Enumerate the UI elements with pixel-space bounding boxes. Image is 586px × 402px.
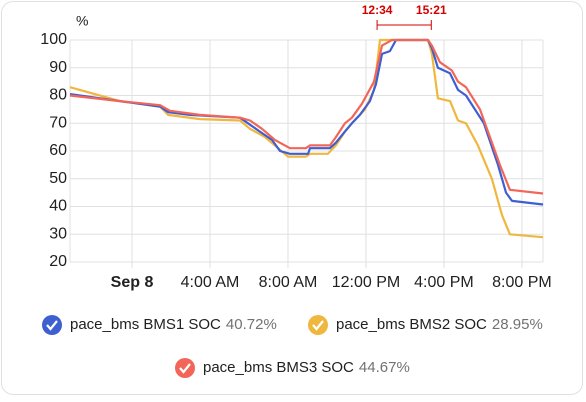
annotation-label: 12:34 — [362, 3, 393, 17]
series-line — [69, 38, 544, 206]
y-tick-label: 70 — [49, 114, 67, 131]
legend-label: pace_bms BMS3 SOC 44.67% — [203, 359, 410, 376]
legend-label: pace_bms BMS2 SOC 28.95% — [336, 316, 543, 333]
legend-value: 40.72% — [226, 316, 277, 333]
y-tick-label: 50 — [49, 170, 67, 187]
legend-check — [312, 320, 324, 331]
legend-value: 44.67% — [359, 359, 410, 376]
legend-name: pace_bms BMS2 SOC — [336, 316, 487, 333]
x-tick-label: 4:00 PM — [414, 274, 474, 291]
legend-label: pace_bms BMS1 SOC 40.72% — [70, 316, 277, 333]
legend-name: pace_bms BMS3 SOC — [203, 359, 354, 376]
legend-marker[interactable] — [308, 315, 328, 335]
y-tick-label: 30 — [49, 225, 67, 242]
legend-marker[interactable] — [42, 315, 62, 335]
y-tick-label: 90 — [49, 59, 67, 76]
series-line — [69, 38, 544, 195]
x-tick-label: Sep 8 — [111, 274, 154, 291]
card — [1, 1, 583, 395]
x-tick-label: 8:00 AM — [259, 274, 318, 291]
y-tick-label: 80 — [49, 87, 67, 104]
x-tick-label: 4:00 AM — [181, 274, 240, 291]
y-tick-label: 100 — [40, 31, 67, 48]
y-tick-label: 40 — [49, 198, 67, 215]
legend-name: pace_bms BMS1 SOC — [70, 316, 221, 333]
legend-marker[interactable] — [175, 358, 195, 378]
x-tick-label: 8:00 PM — [492, 274, 552, 291]
legend-check — [179, 363, 191, 374]
series-line — [69, 38, 544, 239]
y-axis-label: % — [76, 13, 88, 29]
y-tick-label: 20 — [49, 253, 67, 270]
y-tick-label: 60 — [49, 142, 67, 159]
legend-value: 28.95% — [492, 316, 543, 333]
legend-check — [46, 320, 58, 331]
x-tick-label: 12:00 PM — [332, 274, 400, 291]
annotation-label: 15:21 — [416, 3, 447, 17]
